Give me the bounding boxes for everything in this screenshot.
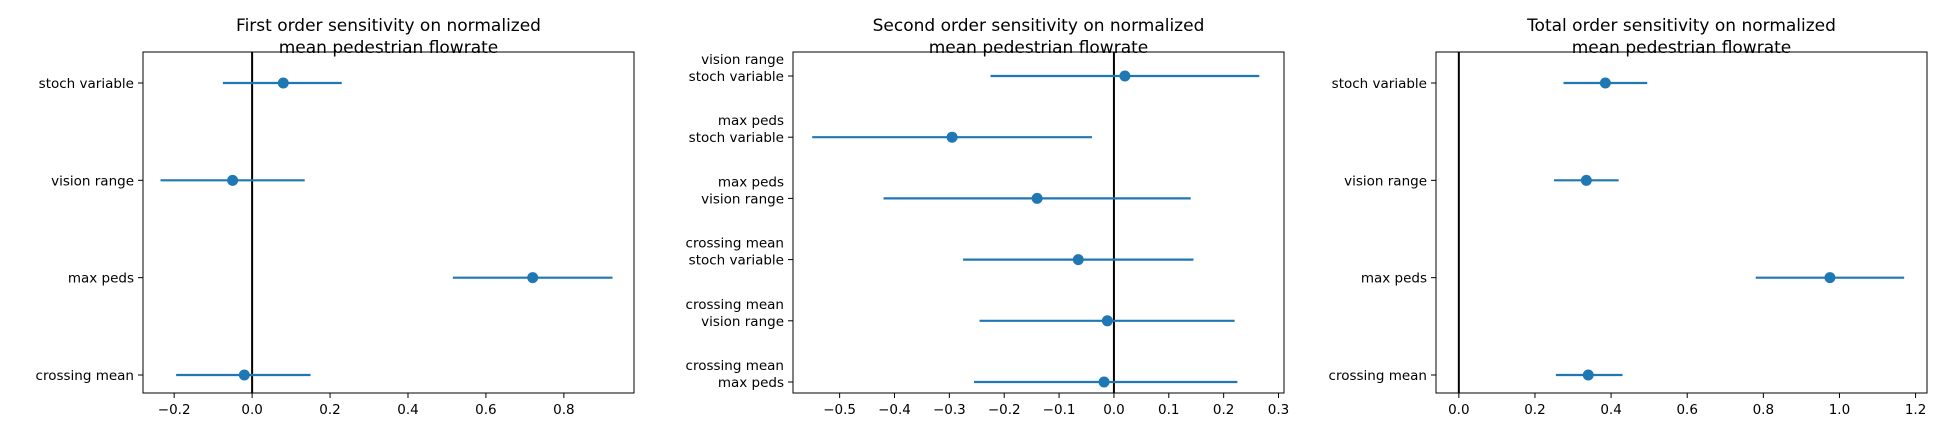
- panel3-xtick-label-3: 0.4: [1600, 402, 1621, 418]
- panel2-ytick-label-5-1: crossing mean: [686, 297, 784, 313]
- panel1-xtick-label-2: 0.0: [241, 402, 262, 418]
- panel2-point-6: [1098, 376, 1110, 388]
- panel2-xtick-label-1: −0.5: [823, 402, 856, 418]
- panel2-xtick-label-3: −0.3: [933, 402, 966, 418]
- panel3-title-line-2: mean pedestrian flowrate: [1572, 38, 1792, 58]
- panel3-title-line-1: Total order sensitivity on normalized: [1526, 16, 1836, 36]
- panel3-xtick-label-4: 0.6: [1676, 402, 1697, 418]
- panel1-frame: [142, 51, 635, 394]
- panel2-ytick-label-6-1: crossing mean: [686, 358, 784, 374]
- panel2-xtick-label-7: 0.1: [1158, 402, 1179, 418]
- panel1-ytick-label-1-1: stoch variable: [39, 76, 134, 92]
- panel1-xtick-label-3: 0.2: [319, 402, 340, 418]
- panel1-xtick-label-1: −0.2: [158, 402, 191, 418]
- panel2-title-line-2: mean pedestrian flowrate: [929, 38, 1149, 58]
- panel2-ytick-label-5-2: vision range: [701, 314, 784, 330]
- panel2-ytick-label-1-2: stoch variable: [689, 69, 784, 85]
- panel2-point-4: [1072, 254, 1084, 266]
- panel2-ytick-label-4-2: stoch variable: [689, 253, 784, 269]
- panel3-xtick-label-7: 1.2: [1905, 402, 1926, 418]
- panel3-ytick-label-4-1: crossing mean: [1329, 368, 1427, 384]
- panel2-xtick-label-9: 0.3: [1268, 402, 1289, 418]
- panel2-point-5: [1101, 315, 1113, 327]
- panel3-ytick-label-2-1: vision range: [1344, 173, 1427, 189]
- panel1-title-line-1: First order sensitivity on normalized: [236, 16, 541, 36]
- panel1-xtick-label-5: 0.6: [475, 402, 496, 418]
- panel2-ytick-label-6-2: max peds: [718, 375, 784, 391]
- panel1-point-4: [238, 369, 250, 381]
- panel2-ytick-label-1-1: vision range: [701, 52, 784, 68]
- panel2-xtick-label-4: −0.2: [988, 402, 1021, 418]
- panel1-title-line-2: mean pedestrian flowrate: [279, 38, 499, 58]
- panel1-ytick-label-4-1: crossing mean: [36, 368, 134, 384]
- panel2-ytick-label-4-1: crossing mean: [686, 236, 784, 252]
- panel2-xtick-label-2: −0.4: [878, 402, 911, 418]
- panel3-ytick-label-3-1: max peds: [1361, 271, 1427, 287]
- panel1-ytick-label-3-1: max peds: [68, 271, 134, 287]
- panel3-xtick-label-5: 0.8: [1753, 402, 1774, 418]
- panel2-frame: [792, 51, 1285, 394]
- panel3-point-4: [1582, 369, 1594, 381]
- panel3-frame: [1435, 51, 1928, 394]
- panel3-xtick-label-2: 0.2: [1524, 402, 1545, 418]
- panel2-ytick-label-3-1: max peds: [718, 174, 784, 190]
- panel2-ytick-label-2-2: stoch variable: [689, 130, 784, 146]
- panel2-point-3: [1031, 192, 1043, 204]
- panel1-ytick-label-2-1: vision range: [51, 173, 134, 189]
- panel2-ytick-label-3-2: vision range: [701, 191, 784, 207]
- panel2-point-1: [1119, 70, 1131, 82]
- panel3-xtick-label-6: 1.0: [1829, 402, 1850, 418]
- panel1-point-1: [277, 77, 289, 89]
- panel3-point-3: [1824, 272, 1836, 284]
- panel2-xtick-label-8: 0.2: [1213, 402, 1234, 418]
- panel2-ytick-label-2-1: max peds: [718, 113, 784, 129]
- panel2-xtick-label-6: 0.0: [1103, 402, 1124, 418]
- panel3-point-2: [1580, 174, 1592, 186]
- panel2-xtick-label-5: −0.1: [1043, 402, 1076, 418]
- panel1-point-2: [227, 174, 239, 186]
- panel1-point-3: [527, 272, 539, 284]
- panel3-xtick-label-1: 0.0: [1448, 402, 1469, 418]
- panel1-xtick-label-6: 0.8: [553, 402, 574, 418]
- panel1-xtick-label-4: 0.4: [397, 402, 418, 418]
- panel2-title-line-1: Second order sensitivity on normalized: [873, 16, 1205, 36]
- panel3-point-1: [1599, 77, 1611, 89]
- panel3-ytick-label-1-1: stoch variable: [1332, 76, 1427, 92]
- panel2-point-2: [946, 131, 958, 143]
